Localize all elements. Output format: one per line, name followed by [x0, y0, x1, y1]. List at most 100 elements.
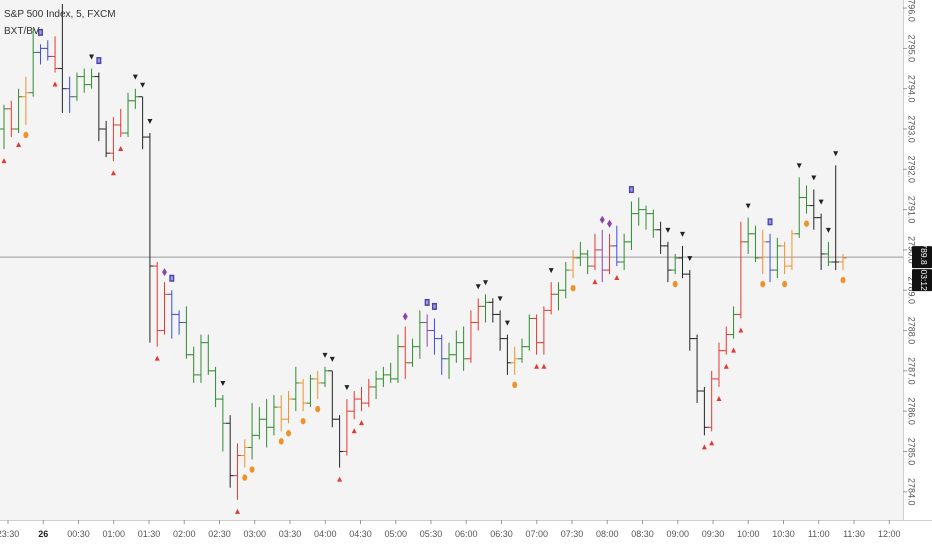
- signal-up-triangle: [1, 158, 7, 164]
- signal-up-triangle: [351, 428, 357, 434]
- signal-dot: [760, 280, 766, 288]
- last-price-badge: [912, 246, 932, 269]
- signal-down-triangle: [687, 256, 693, 262]
- signal-down-triangle: [132, 74, 138, 80]
- signal-dot: [804, 220, 810, 227]
- signal-dot: [286, 430, 292, 437]
- x-tick-label: 07:00: [525, 529, 548, 539]
- signal-up-triangle: [234, 508, 240, 514]
- signal-up-triangle: [154, 355, 160, 361]
- signal-down-triangle: [344, 385, 350, 391]
- signal-down-triangle: [679, 231, 685, 237]
- y-tick-label: 2790.0: [907, 236, 917, 264]
- signal-down-triangle: [811, 175, 817, 181]
- x-tick-label: 04:00: [314, 529, 337, 539]
- signal-dot: [23, 131, 29, 139]
- legend-symbol: S&P 500 Index, 5, FXCM: [4, 9, 116, 20]
- signal-dot: [242, 474, 248, 481]
- signal-down-triangle: [322, 352, 328, 358]
- x-tick-label: 09:00: [666, 529, 689, 539]
- y-tick-label: 2796.0: [907, 0, 917, 22]
- signal-square-inner: [768, 219, 772, 224]
- signal-diamond: [402, 312, 408, 321]
- signal-up-triangle: [358, 420, 364, 426]
- y-tick-label: 2787.0: [907, 357, 917, 385]
- signal-square-inner: [170, 276, 173, 281]
- signal-up-triangle: [534, 363, 540, 369]
- signal-up-triangle: [723, 363, 729, 369]
- x-tick-label: 02:00: [173, 529, 196, 539]
- signal-down-triangle: [475, 284, 481, 290]
- y-tick-label: 2786.0: [907, 397, 917, 425]
- signal-down-triangle: [825, 227, 831, 233]
- signal-up-triangle: [16, 142, 22, 148]
- signal-dot: [300, 417, 306, 425]
- signal-dot: [840, 276, 846, 284]
- signal-dot: [782, 280, 788, 288]
- signal-down-triangle: [147, 119, 153, 125]
- y-tick-label: 2784.0: [907, 478, 917, 506]
- signal-down-triangle: [220, 381, 226, 387]
- signal-up-triangle: [738, 327, 744, 333]
- signal-up-triangle: [592, 279, 598, 285]
- chart-legend: S&P 500 Index, 5, FXCM BXT/BV: [4, 6, 116, 40]
- signal-dot: [672, 280, 678, 288]
- x-tick-label: 10:30: [772, 529, 795, 539]
- signal-down-triangle: [497, 296, 503, 302]
- x-tick-label: 07:30: [561, 529, 584, 539]
- signal-dot: [315, 405, 321, 413]
- signal-up-triangle: [110, 170, 116, 176]
- signal-down-triangle: [818, 199, 824, 205]
- y-tick-label: 2791.0: [907, 196, 917, 224]
- x-tick-label: 11:30: [843, 529, 865, 539]
- x-tick-label: 08:30: [631, 529, 654, 539]
- signal-up-triangle: [118, 146, 124, 152]
- signal-down-triangle: [745, 203, 751, 209]
- x-tick-label: 01:00: [102, 529, 125, 539]
- x-tick-label: 05:30: [420, 529, 443, 539]
- time-axis-background: [0, 520, 932, 550]
- signal-dot: [570, 284, 576, 292]
- signal-up-triangle: [52, 81, 58, 87]
- x-tick-label: 04:30: [349, 529, 372, 539]
- signal-square-inner: [39, 30, 42, 35]
- y-tick-label: 2795.0: [907, 35, 917, 63]
- x-tick-label: 06:00: [455, 529, 478, 539]
- signal-dot: [512, 381, 518, 389]
- y-tick-label: 2792.0: [907, 156, 917, 184]
- x-tick-label: 01:30: [138, 529, 161, 539]
- x-tick-label: 02:30: [208, 529, 231, 539]
- signal-square-inner: [630, 187, 633, 192]
- signal-up-triangle: [337, 476, 343, 482]
- countdown-badge: [912, 269, 932, 292]
- signal-down-triangle: [548, 268, 554, 274]
- x-tick-label: 23:30: [0, 529, 19, 539]
- last-price-value: 2789.8: [919, 239, 929, 265]
- y-tick-label: 2794.0: [907, 75, 917, 103]
- signal-up-triangle: [541, 363, 547, 369]
- x-tick-label: 03:30: [279, 529, 302, 539]
- y-tick-label: 2793.0: [907, 115, 917, 143]
- bar-countdown: 03:12: [919, 270, 929, 292]
- signal-down-triangle: [89, 54, 95, 60]
- x-tick-label: 26: [38, 529, 48, 539]
- signal-up-triangle: [716, 395, 722, 401]
- y-tick-label: 2785.0: [907, 438, 917, 466]
- x-tick-label: 06:30: [490, 529, 513, 539]
- signal-diamond: [607, 219, 613, 228]
- signal-down-triangle: [504, 320, 510, 326]
- signal-dot: [249, 466, 255, 473]
- x-tick-label: 11:00: [808, 529, 830, 539]
- signal-square-inner: [425, 300, 429, 305]
- x-tick-label: 12:00: [878, 529, 901, 539]
- signal-up-triangle: [709, 440, 715, 446]
- legend-indicator: BXT/BV: [4, 26, 40, 37]
- x-tick-label: 08:00: [596, 529, 619, 539]
- signal-square-inner: [97, 58, 101, 63]
- y-tick-label: 2788.0: [907, 317, 917, 345]
- x-tick-label: 03:00: [243, 529, 266, 539]
- y-tick-label: 2789.0: [907, 276, 917, 304]
- x-tick-label: 09:30: [702, 529, 725, 539]
